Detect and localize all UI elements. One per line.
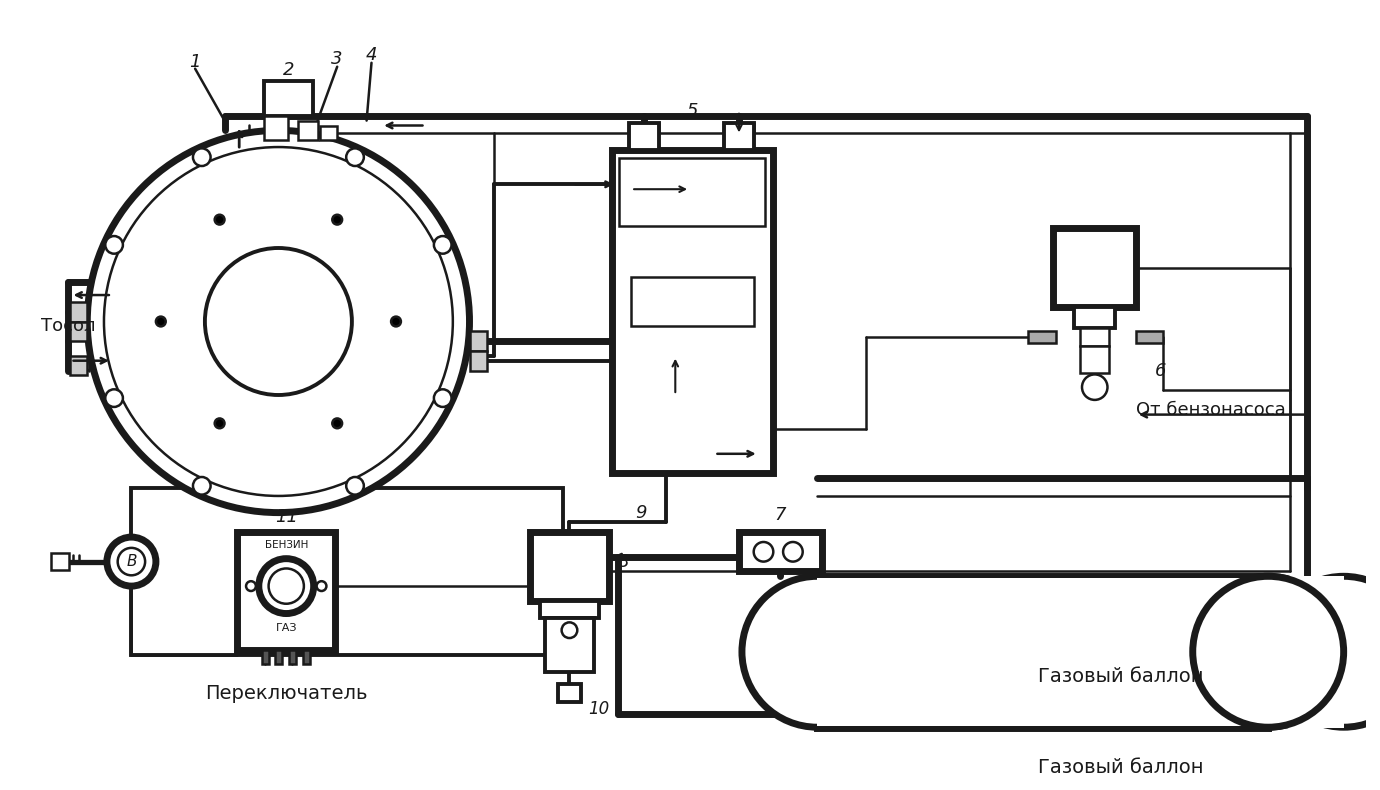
Bar: [264, 115, 288, 140]
Circle shape: [346, 477, 364, 495]
Text: B: B: [126, 554, 137, 569]
Text: Переключатель: Переключатель: [206, 684, 367, 703]
Circle shape: [1268, 576, 1380, 728]
Bar: [131, 488, 563, 655]
Bar: [69, 356, 87, 375]
Bar: [724, 122, 753, 150]
Text: 5: 5: [686, 102, 698, 120]
Circle shape: [433, 389, 451, 407]
Bar: [545, 619, 593, 672]
Circle shape: [259, 559, 313, 614]
Bar: [469, 351, 487, 371]
Bar: [1053, 228, 1136, 307]
Bar: [298, 121, 317, 140]
Bar: [620, 158, 766, 227]
Bar: [469, 331, 487, 351]
Bar: [276, 650, 283, 664]
Bar: [530, 532, 609, 601]
Circle shape: [1082, 374, 1108, 400]
Text: Газовый баллон: Газовый баллон: [1039, 667, 1203, 686]
Text: От бензонасоса: От бензонасоса: [1136, 401, 1286, 419]
Circle shape: [87, 130, 469, 513]
Circle shape: [246, 581, 255, 591]
Bar: [817, 578, 1268, 726]
Circle shape: [346, 149, 364, 166]
Circle shape: [117, 548, 145, 575]
Bar: [540, 601, 599, 619]
Bar: [740, 532, 822, 571]
Circle shape: [742, 576, 893, 728]
Bar: [629, 122, 658, 150]
Text: 6: 6: [1155, 362, 1166, 379]
Bar: [1081, 329, 1110, 346]
Bar: [302, 650, 309, 664]
Bar: [237, 532, 335, 650]
Bar: [1028, 331, 1056, 343]
Bar: [69, 322, 87, 341]
Circle shape: [316, 581, 327, 591]
Circle shape: [433, 236, 451, 254]
Circle shape: [215, 419, 225, 428]
Circle shape: [391, 317, 402, 326]
Bar: [631, 277, 753, 326]
Text: Газовый баллон: Газовый баллон: [1039, 758, 1203, 777]
Text: 7: 7: [774, 506, 787, 524]
Circle shape: [215, 215, 225, 224]
Bar: [558, 684, 581, 702]
Circle shape: [204, 248, 352, 395]
Bar: [1074, 307, 1115, 329]
Bar: [1268, 576, 1344, 728]
Bar: [290, 650, 297, 664]
Text: Тосол: Тосол: [41, 318, 95, 336]
Bar: [69, 302, 87, 322]
Text: 8: 8: [618, 552, 629, 570]
Circle shape: [1192, 576, 1344, 728]
Bar: [1081, 346, 1110, 374]
Bar: [320, 126, 337, 140]
Text: 3: 3: [331, 50, 344, 68]
Circle shape: [753, 542, 773, 562]
Text: БЕНЗИН: БЕНЗИН: [265, 540, 308, 550]
Circle shape: [269, 569, 304, 604]
Text: 1: 1: [189, 53, 201, 71]
Circle shape: [193, 149, 211, 166]
Circle shape: [562, 623, 577, 638]
Circle shape: [104, 147, 453, 496]
Circle shape: [105, 236, 123, 254]
Circle shape: [106, 537, 156, 586]
Bar: [262, 650, 269, 664]
Circle shape: [1192, 576, 1344, 728]
Bar: [817, 576, 1268, 728]
Circle shape: [333, 215, 342, 224]
Text: 9: 9: [635, 503, 647, 521]
Bar: [1136, 331, 1163, 343]
Bar: [51, 553, 69, 570]
Bar: [611, 150, 773, 473]
Text: 4: 4: [366, 46, 377, 64]
Bar: [264, 81, 313, 115]
Circle shape: [193, 477, 211, 495]
Circle shape: [105, 389, 123, 407]
Text: 10: 10: [588, 700, 610, 717]
Circle shape: [156, 317, 166, 326]
Circle shape: [782, 542, 803, 562]
Text: ГАЗ: ГАЗ: [276, 623, 297, 634]
Text: 11: 11: [275, 507, 298, 525]
Circle shape: [333, 419, 342, 428]
Text: 2: 2: [283, 61, 294, 79]
